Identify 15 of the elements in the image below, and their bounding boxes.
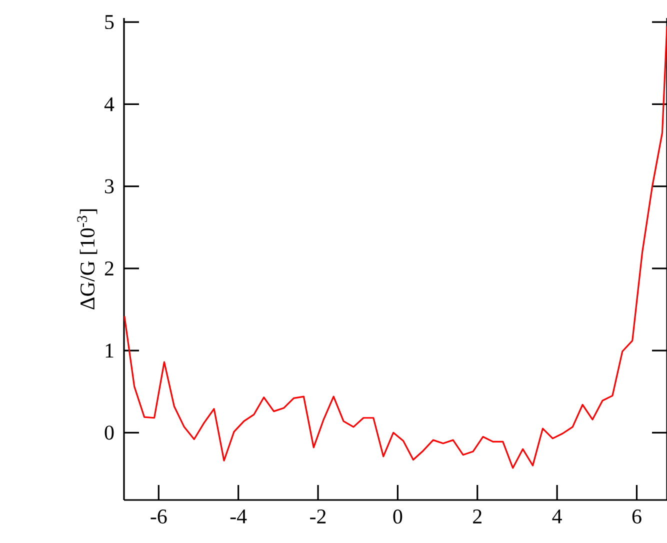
y-axis-title: ΔG/G [10$^{-3}$] (77, 209, 98, 310)
y-tick-label: 1 (106, 344, 114, 358)
x-tick-label: -6 (150, 510, 167, 524)
line-series (124, 25, 667, 469)
y-tick-label: 5 (105, 15, 114, 30)
y-tick-label: 3 (105, 179, 114, 194)
x-tick-label: 4 (552, 510, 562, 524)
y-tick-label: 2 (104, 262, 114, 276)
x-tick-label: 0 (393, 510, 402, 524)
x-tick-label: 2 (473, 510, 482, 524)
y-tick-label: 0 (104, 426, 114, 440)
x-tick-label: -4 (230, 510, 247, 524)
y-tick-label: 4 (104, 97, 114, 112)
x-tick-label: -2 (310, 510, 326, 524)
x-tick-label: 6 (632, 510, 642, 524)
